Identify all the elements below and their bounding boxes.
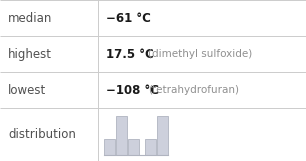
Text: (dimethyl sulfoxide): (dimethyl sulfoxide) (148, 49, 253, 59)
Text: (tetrahydrofuran): (tetrahydrofuran) (148, 85, 240, 95)
Bar (128, 139, 139, 155)
Bar (157, 116, 168, 155)
Text: lowest: lowest (8, 84, 46, 96)
Bar (145, 139, 156, 155)
Text: −61 °C: −61 °C (106, 11, 151, 24)
Text: distribution: distribution (8, 128, 76, 141)
Text: median: median (8, 11, 52, 24)
Bar (104, 139, 115, 155)
Text: 17.5 °C: 17.5 °C (106, 47, 154, 61)
Text: highest: highest (8, 47, 52, 61)
Bar (116, 116, 127, 155)
Text: −108 °C: −108 °C (106, 84, 159, 96)
